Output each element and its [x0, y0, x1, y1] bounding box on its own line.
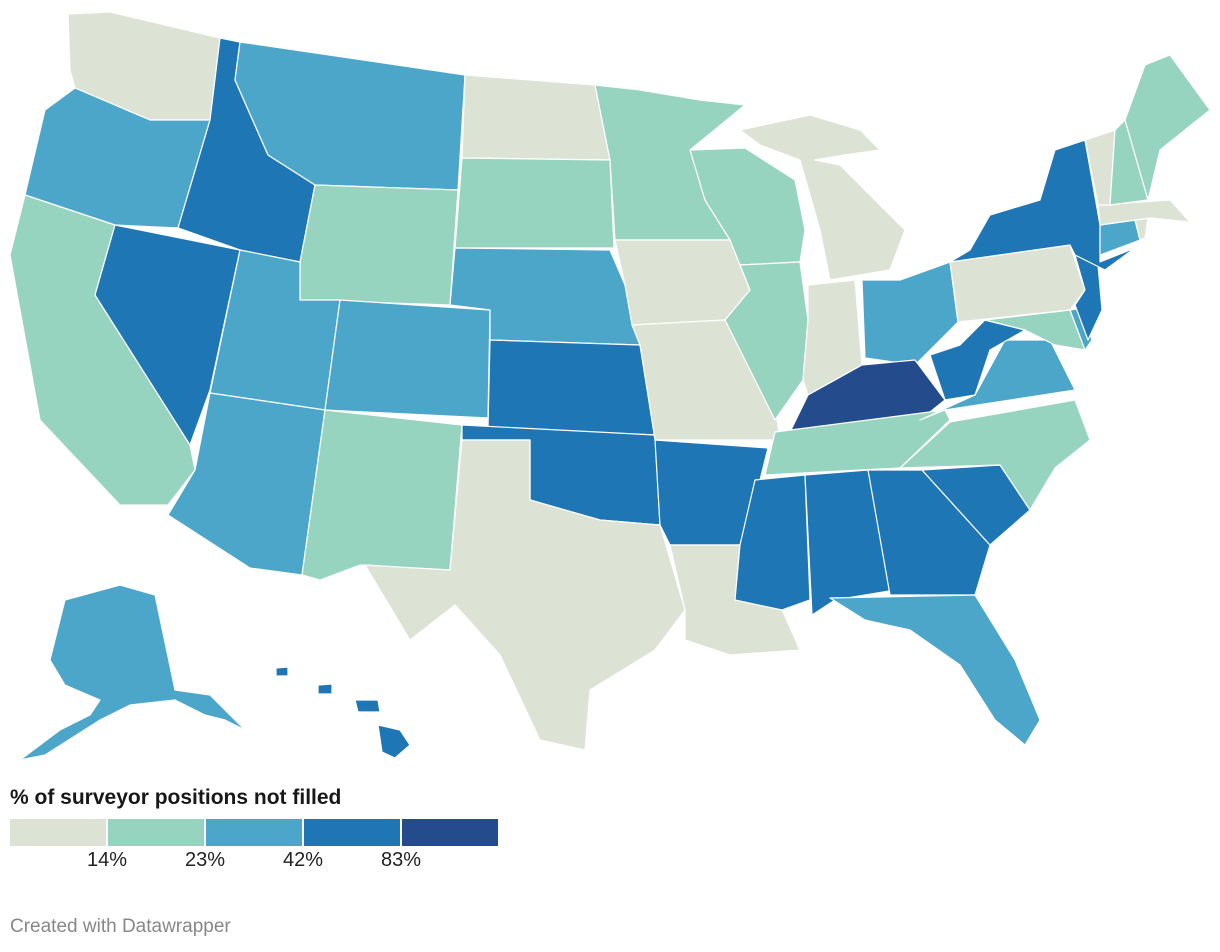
- state-HI-kauai[interactable]: [275, 666, 289, 677]
- state-NV[interactable]: [94, 224, 241, 446]
- legend-tick-42: 42%: [282, 849, 324, 871]
- state-MI[interactable]: [739, 114, 906, 281]
- state-HI-maui[interactable]: [354, 699, 381, 713]
- legend-swatch-4: [304, 819, 400, 846]
- state-ME[interactable]: [1124, 54, 1211, 201]
- state-WY[interactable]: [299, 184, 459, 306]
- state-IL[interactable]: [724, 261, 809, 421]
- legend-swatch-5: [402, 819, 498, 846]
- state-MA[interactable]: [1097, 199, 1191, 226]
- state-GA[interactable]: [867, 469, 991, 596]
- state-AK[interactable]: [19, 584, 246, 761]
- state-OR[interactable]: [24, 87, 211, 229]
- us-choropleth-map: [9, 11, 1211, 761]
- state-NY[interactable]: [949, 139, 1136, 271]
- state-SD[interactable]: [454, 157, 615, 249]
- state-AL[interactable]: [804, 469, 896, 616]
- state-KS[interactable]: [487, 339, 656, 436]
- state-WV[interactable]: [929, 319, 1026, 401]
- legend-tick-14: 14%: [86, 849, 128, 871]
- state-HI[interactable]: [377, 724, 411, 759]
- datawrapper-credit: Created with Datawrapper: [10, 916, 231, 937]
- legend-tick-23: 23%: [184, 849, 226, 871]
- state-NM[interactable]: [301, 409, 463, 581]
- legend-swatch-3: [206, 819, 302, 846]
- legend-bar: [10, 819, 500, 847]
- state-OH[interactable]: [861, 261, 959, 366]
- legend-swatch-2: [108, 819, 204, 846]
- legend-tick-83: 83%: [380, 849, 422, 871]
- state-CO[interactable]: [324, 299, 491, 419]
- legend-title: % of surveyor positions not filled: [10, 786, 342, 809]
- legend-swatch-1: [10, 819, 106, 846]
- state-NC[interactable]: [899, 399, 1091, 511]
- state-TX[interactable]: [364, 439, 686, 751]
- state-TN[interactable]: [764, 409, 951, 476]
- state-FL[interactable]: [829, 594, 1041, 746]
- state-IA[interactable]: [614, 239, 751, 326]
- state-ND[interactable]: [461, 74, 611, 161]
- state-HI-oahu[interactable]: [317, 683, 333, 695]
- state-CT[interactable]: [1099, 219, 1141, 256]
